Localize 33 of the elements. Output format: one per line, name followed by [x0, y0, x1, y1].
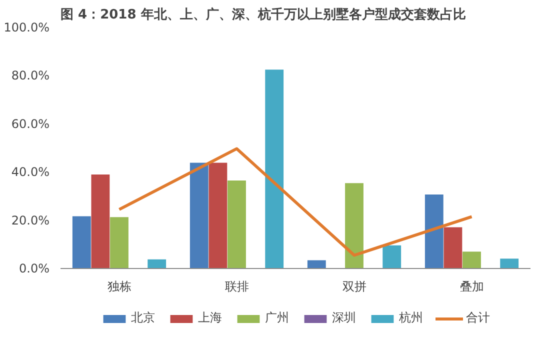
bar	[190, 162, 208, 268]
legend-label: 深圳	[332, 310, 356, 326]
bar	[345, 183, 364, 268]
legend-label: 合计	[466, 310, 490, 326]
bar	[500, 258, 519, 268]
y-tick-label: 60.0%	[11, 116, 50, 131]
bar	[228, 180, 246, 268]
x-tick-label: 独栋	[107, 280, 132, 294]
y-tick-label: 80.0%	[11, 68, 50, 83]
bar	[382, 245, 402, 268]
x-tick-label: 联排	[224, 280, 249, 294]
bar	[265, 70, 284, 268]
bar	[72, 216, 91, 268]
bar	[208, 162, 228, 268]
line-series	[118, 147, 474, 257]
x-tick-label: 叠加	[460, 280, 484, 294]
chart-title: 图 4：2018 年北、上、广、深、杭千万以上别墅各户型成交套数占比	[60, 6, 466, 22]
bar	[444, 227, 462, 268]
bar	[462, 252, 481, 268]
y-tick-label: 0.0%	[19, 262, 50, 276]
y-tick-label: 20.0%	[11, 213, 50, 228]
bar	[424, 194, 444, 268]
legend-label: 上海	[198, 310, 222, 326]
y-tick-label: 40.0%	[11, 165, 50, 180]
legend-label: 杭州	[399, 310, 423, 326]
x-tick-label: 双拼	[342, 280, 366, 294]
bar	[148, 259, 166, 268]
legend-label: 广州	[265, 310, 289, 326]
y-tick-label: 100.0%	[4, 20, 50, 34]
bar	[91, 174, 110, 268]
bar	[110, 217, 128, 268]
legend-label: 北京	[131, 310, 155, 326]
bar	[307, 260, 326, 268]
